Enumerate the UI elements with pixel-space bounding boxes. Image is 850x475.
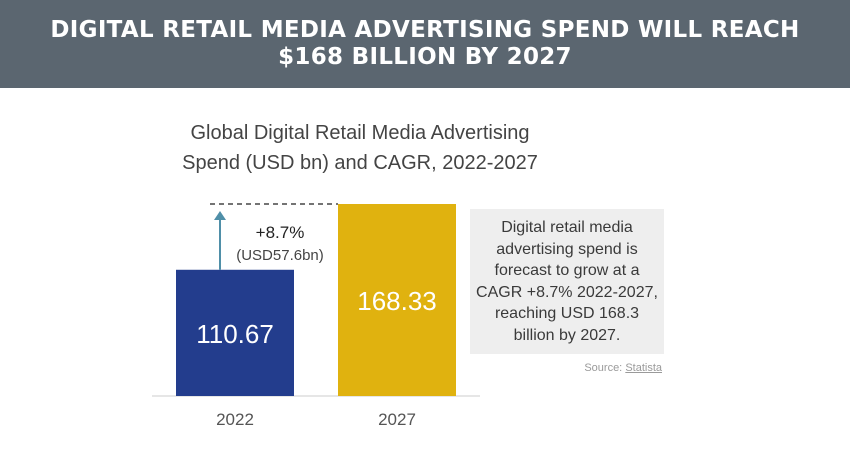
page-title: DIGITAL RETAIL MEDIA ADVERTISING SPEND W… xyxy=(50,17,800,70)
chart-title: Global Digital Retail Media Advertising … xyxy=(182,122,538,174)
increase-annotation: (USD57.6bn) xyxy=(236,247,324,264)
bar-2022 xyxy=(176,269,294,396)
callout-box: Digital retail media advertising spend i… xyxy=(470,209,664,354)
source-link[interactable]: Statista xyxy=(625,362,662,374)
header-banner: DIGITAL RETAIL MEDIA ADVERTISING SPEND W… xyxy=(0,0,850,88)
x-tick-label-2027: 2027 xyxy=(378,410,416,429)
callout-text: Digital retail media advertising spend i… xyxy=(476,219,658,344)
source-note: Source: Statista xyxy=(584,362,662,374)
cagr-annotation: +8.7% xyxy=(256,223,305,242)
bar-value-label-2022: 110.67 xyxy=(196,319,274,349)
source-label: Source: xyxy=(584,362,623,374)
bar-2027 xyxy=(338,204,456,396)
x-tick-label-2022: 2022 xyxy=(216,410,254,429)
growth-arrow-head xyxy=(214,211,226,220)
bar-value-label-2027: 168.33 xyxy=(357,286,437,316)
